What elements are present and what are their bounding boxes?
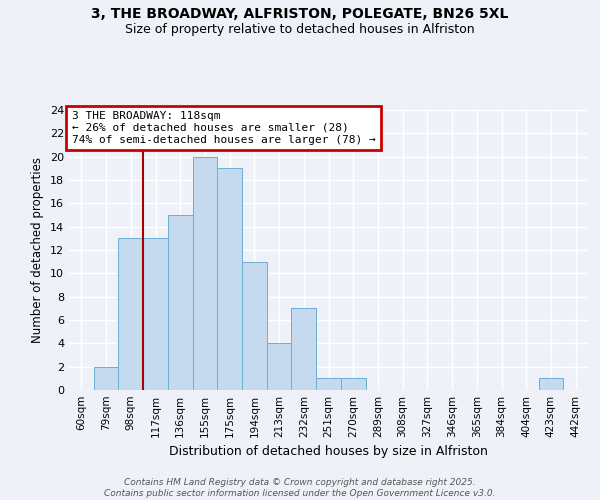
X-axis label: Distribution of detached houses by size in Alfriston: Distribution of detached houses by size … xyxy=(169,446,488,458)
Text: 3 THE BROADWAY: 118sqm
← 26% of detached houses are smaller (28)
74% of semi-det: 3 THE BROADWAY: 118sqm ← 26% of detached… xyxy=(71,112,376,144)
Bar xyxy=(267,344,292,390)
Bar xyxy=(193,156,217,390)
Bar xyxy=(341,378,365,390)
Bar xyxy=(217,168,242,390)
Text: Contains HM Land Registry data © Crown copyright and database right 2025.
Contai: Contains HM Land Registry data © Crown c… xyxy=(104,478,496,498)
Bar xyxy=(143,238,168,390)
Text: 3, THE BROADWAY, ALFRISTON, POLEGATE, BN26 5XL: 3, THE BROADWAY, ALFRISTON, POLEGATE, BN… xyxy=(91,8,509,22)
Bar xyxy=(118,238,143,390)
Bar xyxy=(168,215,193,390)
Bar xyxy=(316,378,341,390)
Bar xyxy=(94,366,118,390)
Bar xyxy=(292,308,316,390)
Bar xyxy=(539,378,563,390)
Y-axis label: Number of detached properties: Number of detached properties xyxy=(31,157,44,343)
Text: Size of property relative to detached houses in Alfriston: Size of property relative to detached ho… xyxy=(125,22,475,36)
Bar xyxy=(242,262,267,390)
